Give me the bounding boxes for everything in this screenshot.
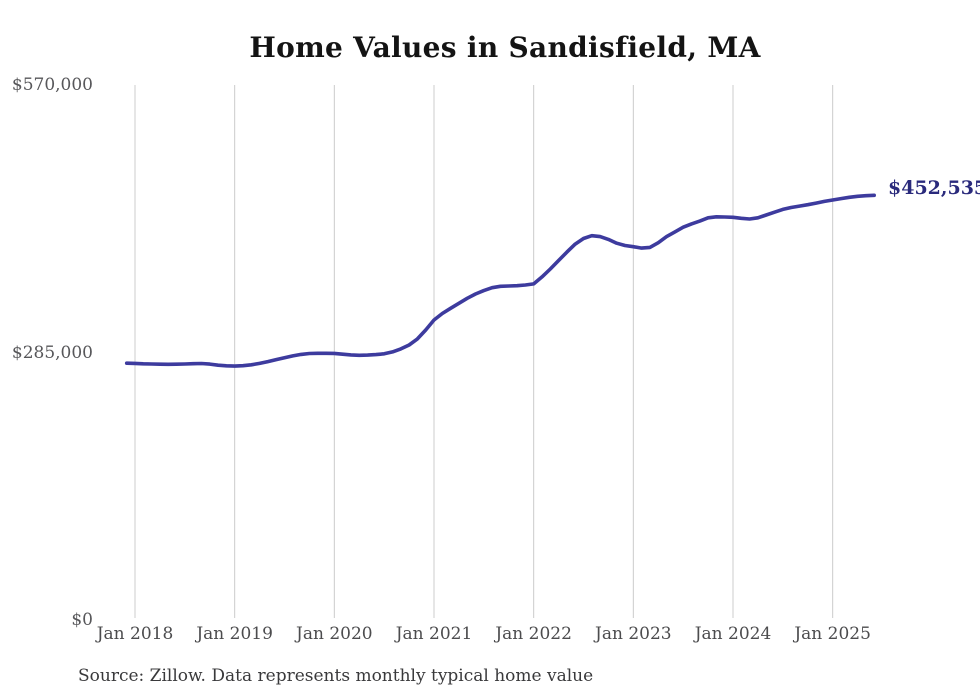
latest-value-label: $452,535 (888, 177, 980, 199)
x-axis-tick-label: Jan 2020 (296, 624, 373, 644)
chart-title: Home Values in Sandisfield, MA (249, 31, 761, 64)
x-axis-tick-label: Jan 2018 (96, 624, 174, 644)
source-note: Source: Zillow. Data represents monthly … (78, 666, 594, 686)
x-axis-tick-label: Jan 2021 (395, 624, 473, 644)
x-axis-tick-label: Jan 2023 (595, 624, 672, 644)
y-axis-tick-label: $285,000 (11, 342, 93, 363)
y-axis-tick-label: $0 (71, 610, 93, 630)
x-axis-tick-label: Jan 2024 (694, 624, 772, 644)
x-axis-tick-label: Jan 2025 (794, 624, 871, 644)
x-axis-tick-label: Jan 2019 (196, 624, 273, 644)
x-axis-tick-label: Jan 2022 (495, 624, 572, 644)
y-axis-tick-label: $570,000 (11, 75, 93, 95)
home-value-line (124, 193, 877, 368)
vertical-gridlines (134, 85, 834, 618)
